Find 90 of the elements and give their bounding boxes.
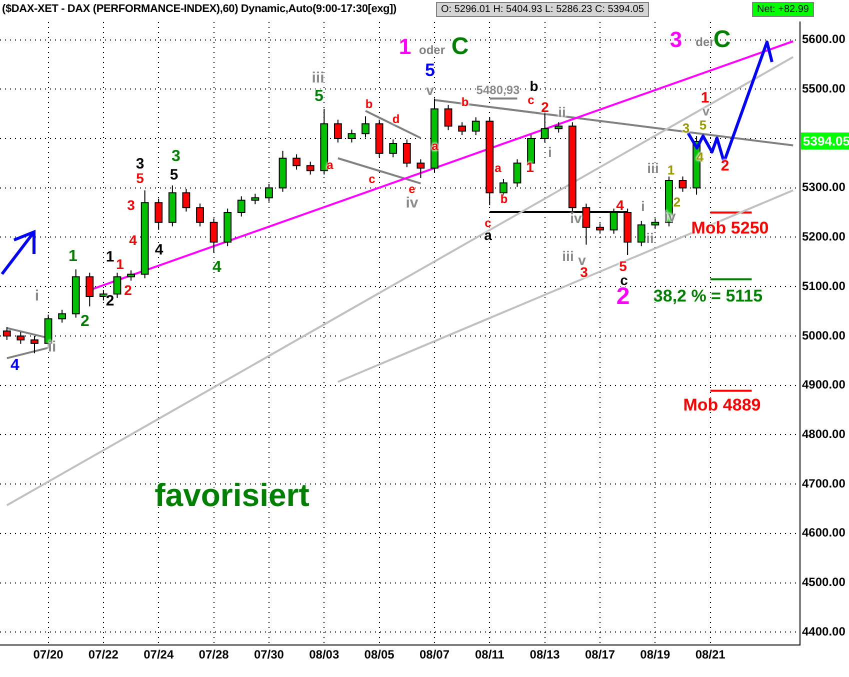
annotation: 5	[424, 60, 436, 80]
text: O: 5296.01 H: 5404.93 L: 5286.23 C: 5394.05	[436, 2, 649, 17]
annotation: 4	[616, 197, 624, 213]
annotation: 1	[667, 162, 675, 178]
x-tick-label: 08/19	[640, 648, 671, 662]
annotation: 1	[116, 256, 124, 272]
annotation: 3	[670, 27, 682, 52]
annotation: 3	[682, 120, 690, 136]
y-tick-label: 5100.00	[802, 278, 846, 293]
annotation: Mob 5250	[691, 218, 769, 238]
annotation: 3	[172, 148, 180, 165]
annotation: iii	[562, 248, 574, 264]
annotation: a	[494, 161, 502, 175]
y-tick-label: 5300.00	[802, 180, 846, 194]
y-tick-label: 4400.00	[802, 624, 846, 638]
annotation: 5	[136, 170, 144, 186]
annotation: 1	[106, 248, 114, 266]
annotation: C	[451, 33, 469, 60]
annotation: 5	[170, 166, 178, 184]
annotation: e	[408, 182, 416, 196]
y-tick-label: 4600.00	[802, 526, 846, 540]
annotation: 3	[127, 197, 135, 213]
annotation: 2	[720, 158, 730, 174]
y-tick-label: 5500.00	[802, 81, 846, 96]
annotation: 5	[699, 118, 707, 132]
annotation: der	[696, 35, 714, 49]
annotation: favorisiert	[154, 477, 310, 513]
annotation: iv	[406, 194, 418, 212]
annotation: 38,2 % = 5115	[653, 286, 763, 306]
annotation: 4	[154, 242, 164, 258]
x-tick-label: 08/13	[530, 648, 560, 662]
annotation: iii	[647, 160, 659, 176]
annotation: 2	[541, 99, 549, 115]
annotation: b	[530, 78, 538, 94]
text: Net: +82.99	[752, 2, 814, 17]
annotation: ii	[48, 338, 56, 356]
y-tick-label: 5000.00	[802, 328, 846, 342]
annotation: i	[34, 288, 40, 304]
y-tick-label: 4800.00	[802, 427, 846, 442]
annotation: 4	[212, 259, 222, 276]
y-tick-label: 5600.00	[802, 32, 846, 46]
x-tick-label: 08/21	[695, 648, 726, 662]
annotation: 5	[619, 258, 627, 274]
annotation: C	[713, 26, 731, 53]
x-tick-label: 07/24	[144, 648, 174, 662]
annotation: 1	[526, 159, 534, 175]
annotation: 3	[136, 156, 144, 172]
annotation: b	[365, 97, 373, 111]
x-tick-label: 08/17	[584, 648, 616, 662]
chart-title: ($DAX-XET - DAX (PERFORMANCE-INDEX),60) Dynamic,Auto(9:00-17:30[exg])	[2, 3, 396, 15]
annotation: b	[461, 95, 469, 109]
x-tick-label: 07/20	[33, 648, 64, 662]
x-tick-label: 08/11	[474, 648, 505, 662]
annotation: iv	[570, 210, 582, 226]
annotation: 4	[10, 357, 20, 374]
annotation: 2	[673, 194, 681, 210]
annotation: 4	[696, 150, 704, 164]
annotation: 4	[129, 232, 137, 248]
x-tick-label: 08/07	[419, 648, 450, 662]
annotation: 5	[314, 88, 324, 105]
x-tick-label: 08/05	[364, 648, 395, 662]
annotation: ii	[646, 230, 654, 246]
y-tick-label: 4500.00	[802, 575, 846, 590]
annotation: d	[392, 112, 400, 126]
annotation: v	[702, 104, 710, 118]
x-tick-label: 08/03	[309, 648, 340, 662]
annotation: 2	[124, 282, 132, 298]
annotation: 1	[68, 248, 78, 265]
y-tick-label: 5200.00	[802, 230, 846, 244]
annotation: 1	[700, 90, 710, 106]
annotation: b	[500, 192, 508, 206]
y-tick-label: 4700.00	[802, 476, 846, 490]
annotation: c	[620, 272, 628, 288]
annotation: oder	[418, 43, 446, 57]
y-tick-label: 4900.00	[802, 378, 846, 392]
x-tick-label: 07/30	[254, 648, 284, 662]
annotation: iii	[312, 70, 324, 86]
x-tick-label: 07/22	[88, 648, 119, 662]
annotation: Mob 4889	[683, 396, 761, 414]
annotation: v	[426, 82, 434, 98]
annotation: c	[368, 172, 376, 186]
annotation: 2	[106, 292, 114, 310]
annotation: c	[484, 216, 492, 230]
x-tick-label: 07/28	[198, 648, 230, 662]
annotation: 1	[398, 34, 412, 59]
annotation: c	[528, 93, 534, 107]
annotation: i	[548, 144, 552, 160]
annotation: 5480,93	[476, 83, 520, 97]
annotation: i	[641, 198, 645, 214]
annotation: 2	[80, 313, 90, 330]
